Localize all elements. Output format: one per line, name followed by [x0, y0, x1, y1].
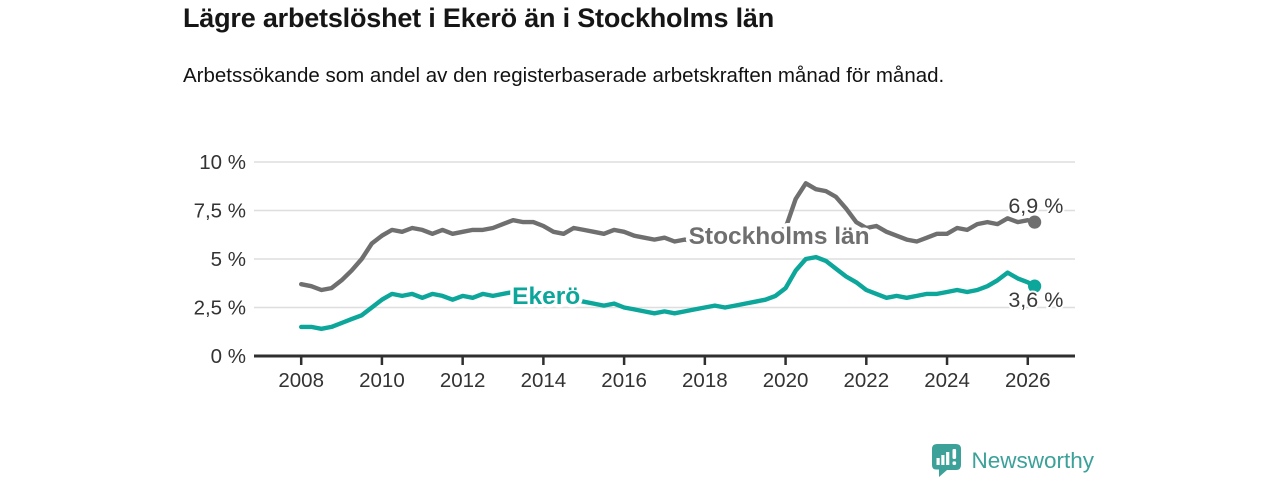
x-axis: 2008 2010 2012 2014 2016 2018 2020 2022 2024 2026 — [254, 354, 1075, 392]
line-path — [299, 181, 1037, 293]
x-tick-label: 2008 — [278, 369, 324, 392]
x-tick-label: 2024 — [924, 369, 970, 392]
x-tick-label: 2016 — [601, 369, 647, 392]
line-path — [299, 254, 1037, 331]
y-tick-label: 7,5 % — [194, 200, 246, 223]
end-value-label: 6,9 % — [1008, 194, 1063, 218]
chart-subtitle: Arbetssökande som andel av den registerb… — [183, 64, 945, 87]
newsworthy-brand: Newsworthy — [932, 444, 1094, 477]
x-tick-label: 2022 — [844, 369, 890, 392]
annotations: Stockholms län Ekerö 6,9 % 3,6 % — [509, 192, 1066, 314]
series-end-dot — [1028, 279, 1042, 293]
gridlines — [254, 161, 1075, 309]
x-tick-label: 2018 — [682, 369, 728, 392]
newsworthy-bar-chart-bubble-icon — [932, 444, 962, 477]
x-tick-label: 2020 — [763, 369, 809, 392]
series-end-dot — [1028, 215, 1042, 229]
series-line-stockholms-l-n — [299, 181, 1042, 293]
y-tick-label: 2,5 % — [194, 297, 246, 320]
x-tick-label: 2026 — [1005, 369, 1051, 392]
page-title: Lägre arbetslöshet i Ekerö än i Stockhol… — [183, 3, 774, 33]
y-tick-label: 5 % — [211, 248, 246, 271]
y-tick-label: 10 % — [199, 151, 246, 174]
newsworthy-logo-text: Newsworthy — [971, 447, 1094, 473]
x-tick-label: 2014 — [521, 369, 567, 392]
x-tick-label: 2010 — [359, 369, 405, 392]
y-axis-labels: 0 % 2,5 % 5 % 7,5 % 10 % — [194, 151, 246, 368]
x-tick-label: 2012 — [440, 369, 486, 392]
series-label: Ekerö — [512, 283, 580, 310]
end-value-label: 3,6 % — [1008, 288, 1063, 312]
y-tick-label: 0 % — [211, 345, 246, 368]
series-line-eker- — [299, 254, 1042, 331]
series-label: Stockholms län — [689, 223, 870, 250]
